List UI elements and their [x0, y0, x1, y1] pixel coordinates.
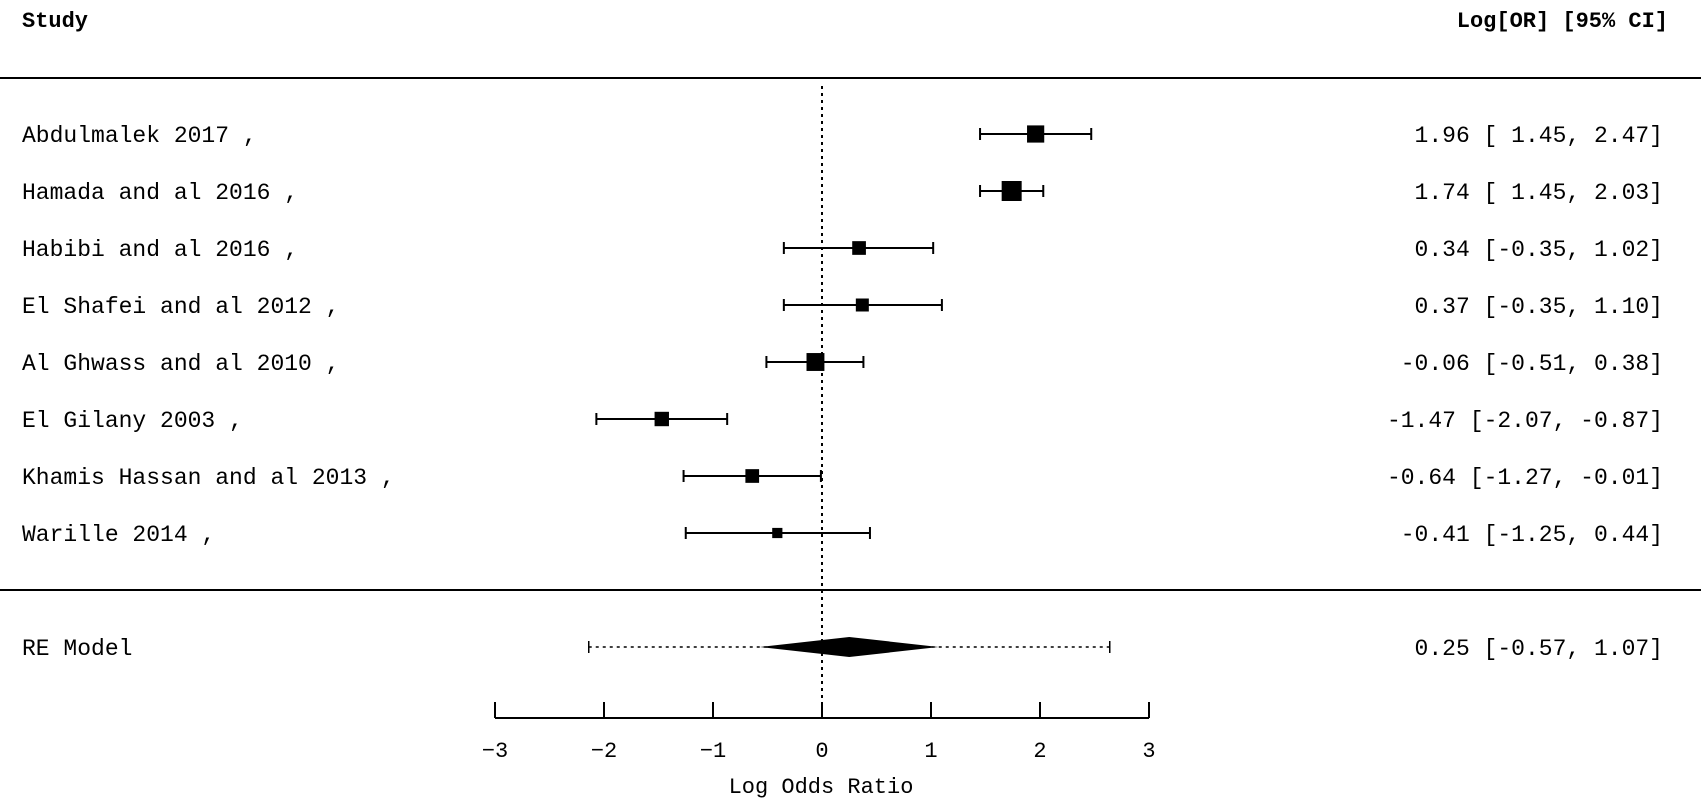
study-ci-text: -1.47 [-2.07, -0.87]: [1387, 408, 1663, 434]
study-ci-text: 1.96 [ 1.45, 2.47]: [1415, 123, 1663, 149]
study-label: El Gilany 2003 ,: [22, 408, 243, 434]
point-estimate-square: [745, 469, 760, 483]
point-estimate-square: [806, 353, 825, 371]
study-label: Khamis Hassan and al 2013 ,: [22, 465, 395, 491]
point-estimate-square: [855, 298, 869, 312]
summary-ci-text: 0.25 [-0.57, 1.07]: [1415, 636, 1663, 662]
summary-diamond: [759, 637, 939, 657]
x-axis-title: Log Odds Ratio: [729, 775, 914, 800]
point-estimate-square: [654, 411, 669, 427]
x-tick-label: 0: [815, 739, 828, 764]
study-ci-text: -0.06 [-0.51, 0.38]: [1401, 351, 1663, 377]
point-estimate-square: [1027, 125, 1045, 143]
study-ci-text: 0.34 [-0.35, 1.02]: [1415, 237, 1663, 263]
header-estimate-ci: Log[OR] [95% CI]: [1457, 9, 1668, 34]
study-label: El Shafei and al 2012 ,: [22, 294, 339, 320]
study-label: Warille 2014 ,: [22, 522, 215, 548]
study-label: Al Ghwass and al 2010 ,: [22, 351, 339, 377]
summary-row: RE Model 0.25 [-0.57, 1.07]: [22, 636, 1663, 662]
x-axis: −3 −2 −1 0 1 2 3: [482, 702, 1156, 764]
study-rows: Abdulmalek 2017 , 1.96 [ 1.45, 2.47] Hamad…: [22, 123, 1663, 548]
study-ci-text: 1.74 [ 1.45, 2.03]: [1415, 180, 1663, 206]
x-tick-label: −3: [482, 739, 508, 764]
study-ci-text: -0.64 [-1.27, -0.01]: [1387, 465, 1663, 491]
x-tick-label: 3: [1142, 739, 1155, 764]
x-tick-label: −1: [700, 739, 726, 764]
x-tick-label: −2: [591, 739, 617, 764]
study-ci-text: -0.41 [-1.25, 0.44]: [1401, 522, 1663, 548]
point-estimate-square: [852, 241, 866, 255]
point-estimate-square: [772, 527, 783, 539]
study-label: Hamada and al 2016 ,: [22, 180, 298, 206]
header-study: Study: [22, 9, 88, 34]
x-tick-label: 1: [924, 739, 937, 764]
study-label: Abdulmalek 2017 ,: [22, 123, 257, 149]
point-estimate-square: [1001, 181, 1022, 201]
summary-label: RE Model: [22, 636, 132, 662]
study-ci-text: 0.37 [-0.35, 1.10]: [1415, 294, 1663, 320]
x-tick-label: 2: [1033, 739, 1046, 764]
study-label: Habibi and al 2016 ,: [22, 237, 298, 263]
